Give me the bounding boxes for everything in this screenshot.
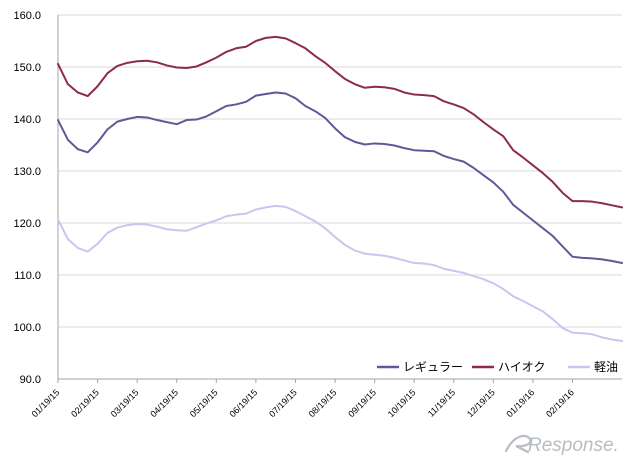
series-line-0 xyxy=(57,91,623,265)
series-line-2 xyxy=(57,204,623,343)
y-tick-label: 90.0 xyxy=(20,374,41,386)
x-tick-label: 04/19/15 xyxy=(148,387,180,419)
y-tick-label: 150.0 xyxy=(13,62,41,74)
y-tick-label: 110.0 xyxy=(14,270,41,282)
x-tick-label: 02/19/15 xyxy=(69,387,101,419)
y-tick-label: 130.0 xyxy=(13,166,41,178)
x-tick-label: 01/19/16 xyxy=(505,387,537,419)
x-tick-label: 01/19/15 xyxy=(30,387,62,419)
response-logo: Response. xyxy=(504,434,619,455)
x-tick-label: 10/19/15 xyxy=(386,387,418,419)
y-tick-label: 160.0 xyxy=(13,10,41,22)
x-tick-label: 08/19/15 xyxy=(307,387,339,419)
legend-label-2: 軽油 xyxy=(594,360,618,374)
series-lines xyxy=(57,35,623,343)
legend: レギュラー ハイオク 軽油 xyxy=(366,354,622,378)
x-tick-label: 07/19/15 xyxy=(267,387,299,419)
x-tick-label: 12/19/15 xyxy=(465,387,497,419)
x-tick-label: 09/19/15 xyxy=(346,387,378,419)
x-tick-label: 06/19/15 xyxy=(227,387,259,419)
x-tick-label: 05/19/15 xyxy=(188,387,220,419)
y-tick-label: 140.0 xyxy=(13,114,41,126)
gridlines xyxy=(58,14,622,380)
x-tick-label: 03/19/15 xyxy=(109,387,141,419)
y-tick-label: 120.0 xyxy=(13,218,41,230)
legend-label-0: レギュラー xyxy=(403,360,463,374)
x-tick-label: 02/19/16 xyxy=(544,387,576,419)
y-axis-ticks: 90.0 100.0 110.0 120.0 130.0 140.0 150.0 160.0 xyxy=(13,10,41,386)
x-tick-label: 11/19/15 xyxy=(426,387,457,418)
series-line-1 xyxy=(57,35,623,209)
legend-label-1: ハイオク xyxy=(498,360,546,374)
response-logo-text: Response. xyxy=(528,435,619,455)
axes xyxy=(57,15,622,380)
y-tick-label: 100.0 xyxy=(13,322,41,334)
x-axis-ticks: 01/19/15 02/19/15 03/19/15 04/19/15 05/19/15… xyxy=(30,379,576,419)
